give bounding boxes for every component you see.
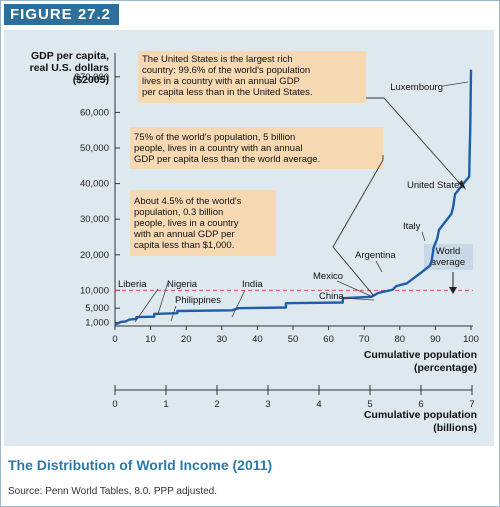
billions-tick-label: 3 xyxy=(265,399,270,410)
world-average-label-line-1: World xyxy=(436,246,461,257)
billions-tick-label: 2 xyxy=(214,399,219,410)
annotation-1-line-4: per capita less than in the United State… xyxy=(142,87,313,98)
annotation-1-line-2: country: 99.6% of the world's population xyxy=(142,65,310,76)
y-tick-label: $70,000 xyxy=(75,72,109,83)
y-tick-label: 60,000 xyxy=(80,107,109,118)
x-axis-title-line-2: (percentage) xyxy=(414,362,477,374)
caption-title: The Distribution of World Income (2011) xyxy=(8,457,273,473)
x-tick-label: 60 xyxy=(323,334,334,345)
annotation-3-line-4: with an annual GDP per xyxy=(133,229,235,240)
country-label-8: Philippines xyxy=(175,295,221,306)
y-tick-label: 20,000 xyxy=(80,250,109,261)
y-tick-label: 5,000 xyxy=(85,303,109,314)
income-distribution-curve xyxy=(114,69,473,326)
x-tick-label: 0 xyxy=(112,334,117,345)
country-label-4: Argentina xyxy=(355,250,396,261)
leader-line-1 xyxy=(442,81,469,87)
leader-line-3 xyxy=(375,260,383,273)
annotation-3-line-3: people, lives in a country xyxy=(134,218,239,229)
y-tick-label: 40,000 xyxy=(80,179,109,190)
pointer-line-1 xyxy=(366,97,464,188)
leader-line-6 xyxy=(231,289,246,318)
annotation-2-line-2: people, lives in a country with an annua… xyxy=(134,143,302,154)
x-tick-label: 80 xyxy=(395,334,406,345)
x-tick-label: 40 xyxy=(252,334,263,345)
country-label-9: Nigeria xyxy=(167,279,198,290)
country-label-3: Italy xyxy=(403,221,421,232)
annotation-1-line-1: The United States is the largest rich xyxy=(142,54,293,65)
country-label-5: Mexico xyxy=(313,271,343,282)
annotation-box-3 xyxy=(130,190,276,256)
y-tick-label: 30,000 xyxy=(80,214,109,225)
source-note: Source: Penn World Tables, 8.0. PPP adju… xyxy=(8,486,218,497)
pointer-line-2 xyxy=(332,155,384,297)
world-average-label-line-2: average xyxy=(431,257,465,268)
leader-line-5 xyxy=(340,297,375,301)
x-tick-label: 90 xyxy=(430,334,441,345)
x-tick-label: 70 xyxy=(359,334,370,345)
x-tick-label: 30 xyxy=(217,334,228,345)
billions-tick-label: 5 xyxy=(367,399,372,410)
country-label-10: Liberia xyxy=(118,279,147,290)
x-axis-title-line-1: Cumulative population xyxy=(364,349,477,361)
country-label-1: Luxembourg xyxy=(390,82,443,93)
x-tick-label: 100 xyxy=(463,334,479,345)
country-label-7: India xyxy=(242,279,263,290)
billions-tick-label: 7 xyxy=(469,399,474,410)
y-axis-title-line-3: ($2005) xyxy=(73,74,109,86)
leader-line-9 xyxy=(134,288,159,323)
billions-tick-label: 1 xyxy=(163,399,168,410)
leader-line-7 xyxy=(170,305,177,322)
country-label-6: China xyxy=(319,291,345,302)
billions-tick-label: 4 xyxy=(316,399,321,410)
y-tick-label: 50,000 xyxy=(80,143,109,154)
y-tick-label: 10,000 xyxy=(80,285,109,296)
annotation-1-line-3: lives in a country with an annual GDP xyxy=(142,76,300,87)
annotation-3-line-2: population, 0.3 billion xyxy=(134,207,223,218)
billions-tick-label: 0 xyxy=(112,399,117,410)
leader-line-2 xyxy=(421,231,426,242)
annotation-2-line-3: GDP per capita less than the world avera… xyxy=(134,154,320,165)
annotation-box-1 xyxy=(138,51,366,103)
leader-line-8 xyxy=(157,281,169,315)
figure-label: FIGURE 27.2 xyxy=(4,4,120,25)
leader-line-4 xyxy=(336,280,374,298)
country-label-2: United States xyxy=(407,180,464,191)
pointer-arrow-head-1 xyxy=(458,180,466,190)
billions-tick-label: 6 xyxy=(418,399,423,410)
world-average-arrow-head xyxy=(449,287,457,294)
x-tick-label: 50 xyxy=(288,334,299,345)
billions-axis-title-line-1: Cumulative population xyxy=(364,409,477,421)
annotation-2-line-1: 75% of the world's population, 5 billion xyxy=(134,132,295,143)
y-axis-title-line-2: real U.S. dollars xyxy=(30,62,110,74)
annotation-box-2 xyxy=(130,127,383,169)
y-axis-title-line-1: GDP per capita, xyxy=(31,50,109,62)
annotation-3-line-1: About 4.5% of the world's xyxy=(134,196,242,207)
y-tick-label: 1,000 xyxy=(85,317,109,328)
annotation-3-line-5: capita less than $1,000. xyxy=(134,240,234,251)
x-tick-label: 10 xyxy=(145,334,156,345)
billions-axis-title-line-2: (billions) xyxy=(433,422,477,434)
x-tick-label: 20 xyxy=(181,334,192,345)
